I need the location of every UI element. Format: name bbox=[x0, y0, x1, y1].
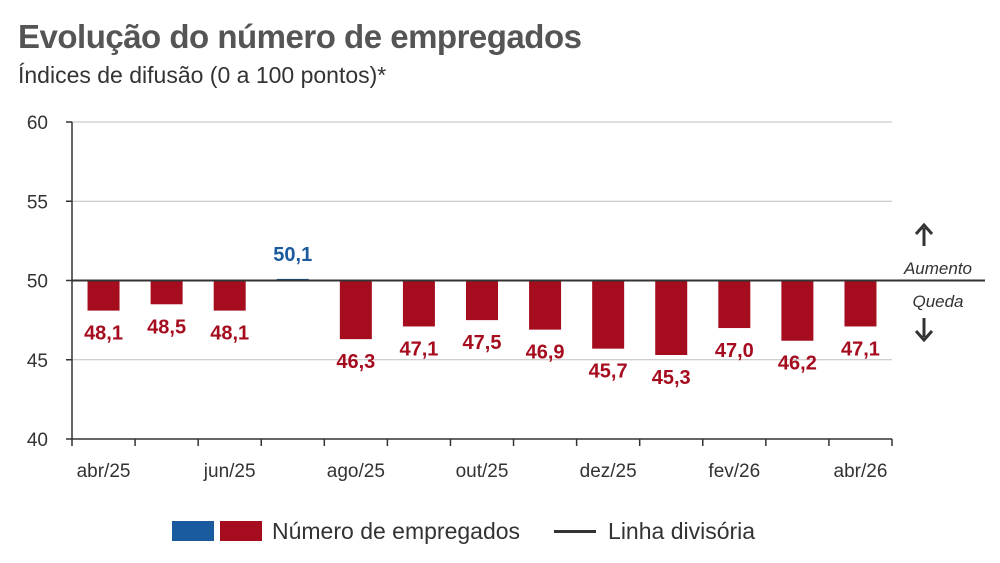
x-tick-label: abr/26 bbox=[834, 461, 888, 482]
gridlines bbox=[72, 121, 892, 361]
chart-title: Evolução do número de empregados bbox=[18, 18, 582, 55]
bars bbox=[87, 278, 877, 355]
axes: 40 45 50 55 60 abr/25 jun/25 ago/25 out/25 dez/25… bbox=[27, 113, 985, 482]
x-tick-label: jun/25 bbox=[203, 461, 256, 482]
data-labels: 48,1 48,5 48,1 50,1 46,3 47,1 47,5 46,9 45,7 45,3… bbox=[84, 244, 880, 389]
data-label: 47,5 bbox=[463, 332, 502, 354]
bar bbox=[150, 280, 183, 305]
legend-series-label: Número de empregados bbox=[272, 517, 521, 544]
bar bbox=[592, 280, 625, 349]
bar bbox=[87, 280, 120, 311]
x-tick-label: fev/26 bbox=[708, 461, 760, 482]
arrow-up-icon bbox=[914, 222, 934, 246]
y-tick-label: 55 bbox=[27, 192, 48, 213]
bar bbox=[213, 280, 246, 311]
bar bbox=[844, 280, 877, 327]
data-label: 48,1 bbox=[84, 323, 123, 345]
x-tick-label: ago/25 bbox=[327, 461, 385, 482]
bar bbox=[402, 280, 435, 327]
x-tick-label: dez/25 bbox=[580, 461, 637, 482]
data-label: 48,5 bbox=[147, 316, 186, 338]
x-tick-label: abr/25 bbox=[77, 461, 131, 482]
bar bbox=[718, 280, 751, 329]
legend-swatch-below bbox=[220, 521, 262, 541]
legend: Número de empregados Linha divisória bbox=[172, 516, 755, 546]
y-tick-label: 45 bbox=[27, 351, 48, 372]
data-label: 46,3 bbox=[336, 351, 375, 373]
legend-divider-label: Linha divisória bbox=[608, 517, 756, 544]
data-label: 45,3 bbox=[652, 367, 691, 389]
data-label: 47,1 bbox=[399, 338, 438, 360]
y-tick-label: 50 bbox=[27, 272, 48, 293]
direction-annotations: Aumento Queda bbox=[903, 222, 972, 343]
legend-divider-line bbox=[554, 529, 597, 533]
x-tick-label: out/25 bbox=[456, 461, 509, 482]
data-label: 50,1 bbox=[273, 244, 312, 266]
annotation-queda: Queda bbox=[912, 292, 963, 311]
data-label: 47,1 bbox=[841, 338, 880, 360]
data-label: 46,9 bbox=[526, 342, 565, 364]
bar bbox=[781, 280, 814, 341]
bar bbox=[655, 280, 688, 355]
arrow-down-icon bbox=[914, 318, 934, 343]
bar bbox=[339, 280, 372, 340]
y-tick-label: 40 bbox=[27, 430, 48, 451]
chart-subtitle: Índices de difusão (0 a 100 pontos)* bbox=[18, 62, 387, 88]
data-label: 47,0 bbox=[715, 340, 754, 362]
bar bbox=[466, 280, 498, 321]
annotation-aumento: Aumento bbox=[903, 259, 972, 278]
y-tick-label: 60 bbox=[27, 113, 48, 134]
data-label: 46,2 bbox=[778, 353, 817, 375]
data-label: 48,1 bbox=[210, 323, 249, 345]
legend-swatch-above bbox=[172, 521, 214, 541]
data-label: 45,7 bbox=[589, 361, 628, 383]
bar bbox=[529, 280, 562, 330]
